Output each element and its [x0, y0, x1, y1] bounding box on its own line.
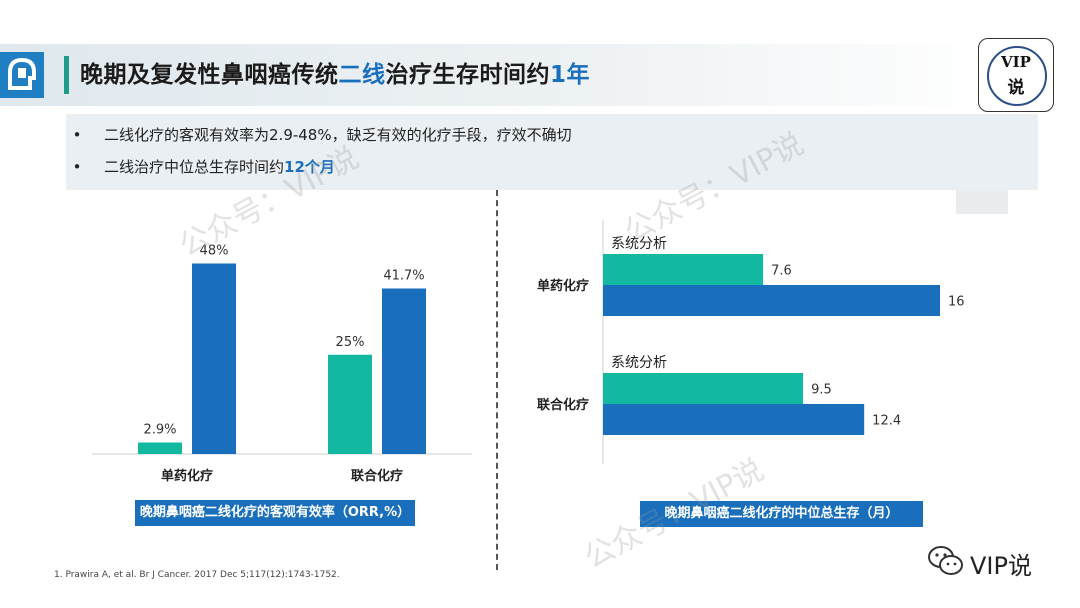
data-label: 41.7% [383, 268, 424, 283]
data-label: 7.6 [771, 264, 792, 279]
data-label: 2.9% [143, 422, 176, 437]
bar-teal-2 [603, 373, 804, 404]
bar-teal-2 [328, 354, 372, 454]
bullet-text-1: 二线化疗的客观有效率为2.9-48%，缺乏有效的化疗手段，疗效不确切 [104, 126, 572, 144]
bullet-text-2-pre: 二线治疗中位总生存时间约 [104, 158, 285, 176]
wechat-label: VIP说 [970, 552, 1032, 580]
bar-teal-1 [138, 442, 182, 454]
bar-blue-1 [603, 285, 940, 316]
bullet-text-2-highlight: 12个月 [284, 158, 335, 176]
data-label: 48% [200, 243, 229, 258]
category-label: 单药化疗 [537, 278, 589, 294]
chart-divider [496, 190, 498, 570]
vip-badge-ring [987, 46, 1047, 106]
vip-badge: VIP 说 [978, 38, 1054, 112]
bullet-marker: • [72, 126, 82, 144]
bullet-box: • 二线化疗的客观有效率为2.9-48%，缺乏有效的化疗手段，疗效不确切 • 二… [66, 114, 1038, 190]
page-title: 晚期及复发性鼻咽癌传统二线治疗生存时间约1年 [80, 56, 590, 94]
wechat-mark: VIP说 [926, 544, 1066, 580]
header-band [0, 44, 1000, 106]
logo-icon [0, 52, 44, 98]
category-label: 联合化疗 [537, 397, 589, 413]
vip-badge-line1: VIP [1001, 53, 1031, 71]
vip-badge-line2: 说 [1007, 78, 1025, 98]
bullet-marker: • [72, 158, 82, 176]
bar-blue-2 [603, 404, 865, 435]
title-part-1: 晚期及复发性鼻咽癌传统 [80, 62, 339, 88]
data-label: 12.4 [872, 414, 901, 429]
footnote: 1. Prawira A, et al. Br J Cancer. 2017 D… [54, 570, 340, 580]
bar-teal-1 [603, 254, 764, 285]
title-highlight-2: 1年 [550, 62, 591, 88]
title-accent-bar [64, 56, 69, 94]
data-label: 16 [948, 295, 965, 310]
title-highlight-1: 二线 [338, 62, 386, 88]
bar-blue-2 [382, 288, 426, 454]
group-note: 系统分析 [611, 355, 667, 371]
category-label: 单药化疗 [161, 468, 213, 484]
data-label: 9.5 [811, 383, 832, 398]
wechat-icon [928, 546, 963, 575]
data-label: 25% [336, 335, 365, 350]
bar-blue-1 [192, 263, 236, 454]
os-chart-title: 晚期鼻咽癌二线化疗的中位总生存（月） [640, 501, 923, 527]
category-label: 联合化疗 [351, 468, 403, 484]
group-note: 系统分析 [611, 236, 667, 252]
bullet-text-2: 二线治疗中位总生存时间约12个月 [104, 154, 335, 180]
orr-bar-chart: 2.9% 48% 单药化疗 25% 41.7% 联合化疗 [92, 243, 472, 484]
title-part-2: 治疗生存时间约 [385, 62, 550, 88]
orr-chart-title: 晚期鼻咽癌二线化疗的客观有效率（ORR,%） [135, 500, 415, 526]
